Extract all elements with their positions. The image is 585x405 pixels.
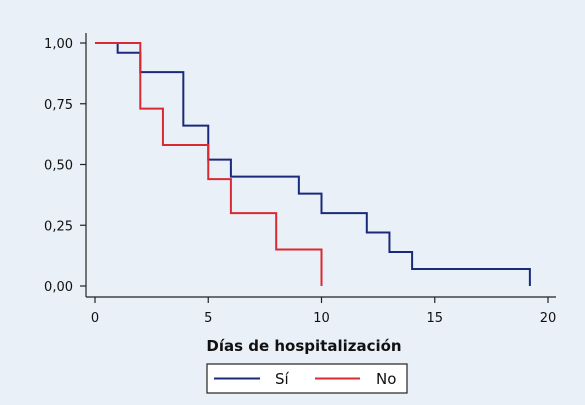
y-tick-label: 0,25 bbox=[44, 219, 73, 234]
legend-label: No bbox=[376, 370, 396, 388]
y-tick-label: 1,00 bbox=[44, 37, 73, 52]
y-tick-label: 0,75 bbox=[44, 98, 73, 113]
legend: Sí No bbox=[206, 363, 408, 394]
y-tick-label: 0,00 bbox=[44, 280, 73, 295]
x-tick-label: 5 bbox=[204, 311, 212, 326]
x-tick-label: 15 bbox=[426, 311, 443, 326]
legend-label: Sí bbox=[275, 370, 290, 388]
series-line-no bbox=[95, 42, 323, 286]
x-tick-label: 10 bbox=[313, 311, 330, 326]
x-axis-label: Días de hospitalización bbox=[206, 337, 401, 355]
axes: 0,00 0,25 0,50 0,75 1,00 0 5 10 15 20 bbox=[44, 33, 556, 326]
x-tick-label: 0 bbox=[91, 311, 99, 326]
series-group bbox=[95, 42, 531, 286]
y-tick-label: 0,50 bbox=[44, 159, 73, 174]
x-tick-label: 20 bbox=[540, 311, 557, 326]
